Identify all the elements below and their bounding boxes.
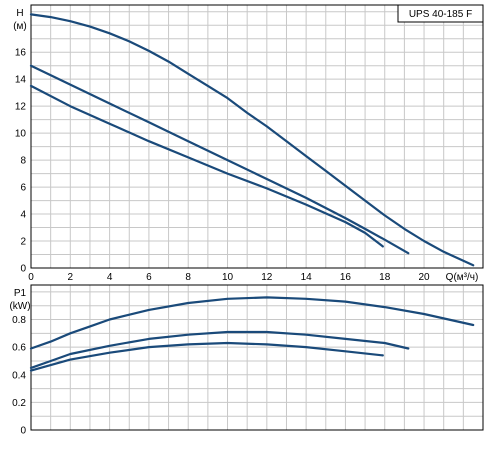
power-plot-frame [30, 284, 484, 431]
head-y-tick-label: 0 [20, 264, 26, 275]
head-x-tick-label: 14 [301, 272, 313, 283]
head-curve-panel: 0 2 4 6 8 10 12 14 16 0 2 4 6 8 10 12 14 16 18 20 H (м) Q(м³/ч… [13, 4, 484, 283]
head-y-tick-label: 8 [20, 156, 26, 167]
head-x-tick-label: 12 [261, 272, 273, 283]
head-x-tick-label: 20 [418, 272, 430, 283]
power-curve-panel: 0 0.2 0.4 0.6 0.8 P1 (kW) [9, 284, 484, 437]
head-y-tick-label: 2 [20, 237, 26, 248]
head-y-tick-label: 14 [15, 75, 27, 86]
head-x-tick-label: 16 [340, 272, 352, 283]
head-x-tick-label: 2 [68, 272, 74, 283]
head-x-tick-label: 10 [222, 272, 234, 283]
power-y-tick-label: 0.8 [12, 315, 26, 326]
power-y-axis-unit: (kW) [9, 301, 30, 312]
chart-title-box [397, 4, 484, 23]
head-y-tick-label: 16 [15, 48, 27, 59]
power-y-axis-label: P1 [14, 288, 27, 299]
head-x-tick-label: 18 [379, 272, 391, 283]
power-y-tick-label: 0.2 [12, 398, 26, 409]
power-y-tick-label: 0 [20, 426, 26, 437]
head-x-axis-label: Q(м³/ч) [446, 272, 479, 283]
head-curve-2 [29, 64, 410, 255]
power-curve-1 [29, 296, 475, 350]
head-x-tick-label: 0 [28, 272, 34, 283]
chart-title: UPS 40-185 F [409, 9, 472, 20]
head-y-axis-label: H [16, 8, 23, 19]
power-y-tick-label: 0.4 [12, 370, 26, 381]
head-y-axis-unit: (м) [13, 21, 27, 32]
power-curve-3 [29, 341, 384, 372]
power-y-tick-label: 0.6 [12, 343, 26, 354]
power-curve-2 [29, 330, 410, 369]
head-curve-3 [29, 84, 384, 248]
head-plot-frame [30, 4, 484, 269]
head-x-tick-label: 4 [107, 272, 113, 283]
head-x-tick-label: 6 [146, 272, 152, 283]
head-x-tick-label: 8 [185, 272, 191, 283]
head-y-tick-label: 6 [20, 183, 26, 194]
head-y-tick-label: 4 [20, 210, 26, 221]
head-y-tick-label: 10 [15, 129, 27, 140]
head-curve-1 [29, 13, 475, 267]
head-y-tick-label: 12 [15, 102, 27, 113]
